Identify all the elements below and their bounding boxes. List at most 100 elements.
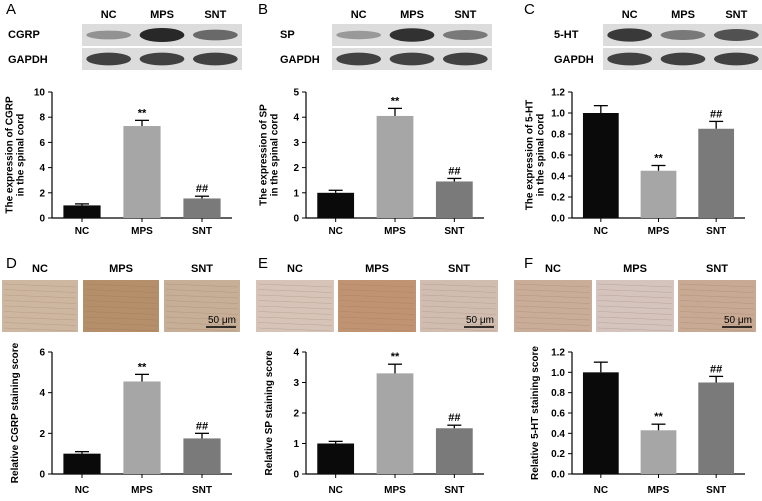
stain-image xyxy=(420,280,498,332)
bar-chart: 0 1 2 3 4 Relative SP staining score NC ** MPS ##… xyxy=(264,348,484,496)
stain-texture xyxy=(515,322,591,326)
significance-marker: ** xyxy=(654,153,663,165)
stain-group-label: NC xyxy=(545,263,561,275)
stain-image xyxy=(596,280,674,332)
blot-group-label: SNT xyxy=(204,9,226,21)
stain-texture xyxy=(421,289,497,293)
stain-texture xyxy=(165,294,239,299)
blot-group-label: NC xyxy=(622,9,638,21)
bar xyxy=(698,128,735,218)
panel-letter: D xyxy=(6,255,17,272)
bar xyxy=(435,181,473,218)
blot-band xyxy=(336,52,382,66)
stain-texture xyxy=(339,289,415,293)
stain-texture xyxy=(339,294,415,299)
panel-letter: B xyxy=(258,1,268,18)
stain-texture xyxy=(84,300,158,304)
bar xyxy=(63,453,101,474)
blot-protein-label: GAPDH xyxy=(8,54,48,66)
x-tick-label: MPS xyxy=(648,485,670,496)
y-tick-label: 6 xyxy=(39,138,45,149)
blot-group-label: MPS xyxy=(671,9,695,21)
y-tick-label: 0.6 xyxy=(551,151,565,162)
stain-group-label: SNT xyxy=(191,263,213,275)
stain-texture xyxy=(165,316,239,321)
bar xyxy=(63,205,101,218)
bar-chart: 0.0 0.2 0.4 0.6 0.8 1.0 1.2 The expression of 5… xyxy=(525,88,745,237)
stain-texture xyxy=(679,311,755,315)
blot-band xyxy=(713,52,759,66)
y-tick-label: 3 xyxy=(293,378,299,389)
stain-texture xyxy=(421,322,497,326)
stain-texture xyxy=(3,289,77,293)
stain-group-label: NC xyxy=(287,263,303,275)
blot-band xyxy=(86,30,132,40)
stain-group-label: NC xyxy=(32,263,48,275)
significance-marker: ** xyxy=(391,351,400,363)
stain-texture xyxy=(257,289,333,293)
stain-texture xyxy=(421,283,497,288)
blot-protein-label: GAPDH xyxy=(554,54,594,66)
x-tick-label: MPS xyxy=(648,226,670,237)
stain-texture xyxy=(165,311,239,315)
stain-texture xyxy=(421,294,497,299)
stain-texture xyxy=(3,311,77,315)
stain-texture xyxy=(257,294,333,299)
y-tick-label: 0.0 xyxy=(551,470,565,481)
y-tick-label: 4 xyxy=(39,163,45,174)
y-tick-label: 0.0 xyxy=(551,214,565,225)
x-tick-label: NC xyxy=(328,485,342,496)
stain-texture xyxy=(679,283,755,288)
blot-group-label: SNT xyxy=(725,9,747,21)
stain-group-label: MPS xyxy=(109,263,133,275)
blot-band xyxy=(713,29,759,41)
stain-group-label: SNT xyxy=(448,263,470,275)
y-tick-label: 10 xyxy=(34,88,46,99)
stain-texture xyxy=(339,305,415,310)
stain-texture xyxy=(339,316,415,321)
stain-texture xyxy=(515,300,591,304)
stain-image xyxy=(678,280,756,332)
scale-bar-label: 50 μm xyxy=(724,315,752,326)
blot-protein-label: 5-HT xyxy=(554,29,579,41)
blot-band xyxy=(389,52,435,66)
western-blot-panel: NC MPS SNT SP GAPDH xyxy=(280,9,492,70)
stain-texture xyxy=(3,305,77,310)
blot-protein-label: GAPDH xyxy=(280,54,320,66)
y-tick-label: 0.4 xyxy=(551,429,565,440)
bar xyxy=(435,428,473,474)
stain-texture xyxy=(515,294,591,299)
blot-band xyxy=(389,28,435,42)
ihc-stain-panel: NC MPS SNT 50 μm xyxy=(256,263,498,332)
stain-texture xyxy=(3,316,77,321)
stain-texture xyxy=(421,316,497,321)
bar-chart: 0 1 2 3 4 5 The expression of SP in the spinal … xyxy=(259,88,484,237)
bar-chart: 0.0 0.2 0.4 0.6 0.8 1.0 1.2 Relative 5-HT stain… xyxy=(530,346,745,496)
blot-band xyxy=(86,52,132,66)
y-tick-label: 2 xyxy=(39,429,45,440)
y-axis-label: in the spinal cord xyxy=(16,114,27,197)
stain-texture xyxy=(597,283,673,288)
bar xyxy=(183,198,221,218)
stain-texture xyxy=(84,305,158,310)
stain-texture xyxy=(339,283,415,288)
bar-chart: 0 2 4 6 Relative CGRP staining score NC ** MPS #… xyxy=(10,342,232,496)
y-tick-label: 5 xyxy=(293,88,299,99)
stain-image xyxy=(256,280,334,332)
blot-band xyxy=(139,52,185,66)
stain-texture xyxy=(3,283,77,288)
x-tick-label: SNT xyxy=(444,226,464,237)
stain-texture xyxy=(165,327,239,332)
stain-texture xyxy=(339,311,415,315)
stain-texture xyxy=(515,311,591,315)
y-tick-label: 0 xyxy=(39,470,45,481)
blot-group-label: MPS xyxy=(150,9,174,21)
y-tick-label: 0.2 xyxy=(551,193,565,204)
stain-group-label: SNT xyxy=(706,263,728,275)
significance-marker: ** xyxy=(138,107,147,119)
stain-texture xyxy=(597,322,673,326)
stain-texture xyxy=(339,300,415,304)
panel-letter: A xyxy=(6,1,16,18)
y-axis-label: The expression of CGRP xyxy=(5,96,16,214)
